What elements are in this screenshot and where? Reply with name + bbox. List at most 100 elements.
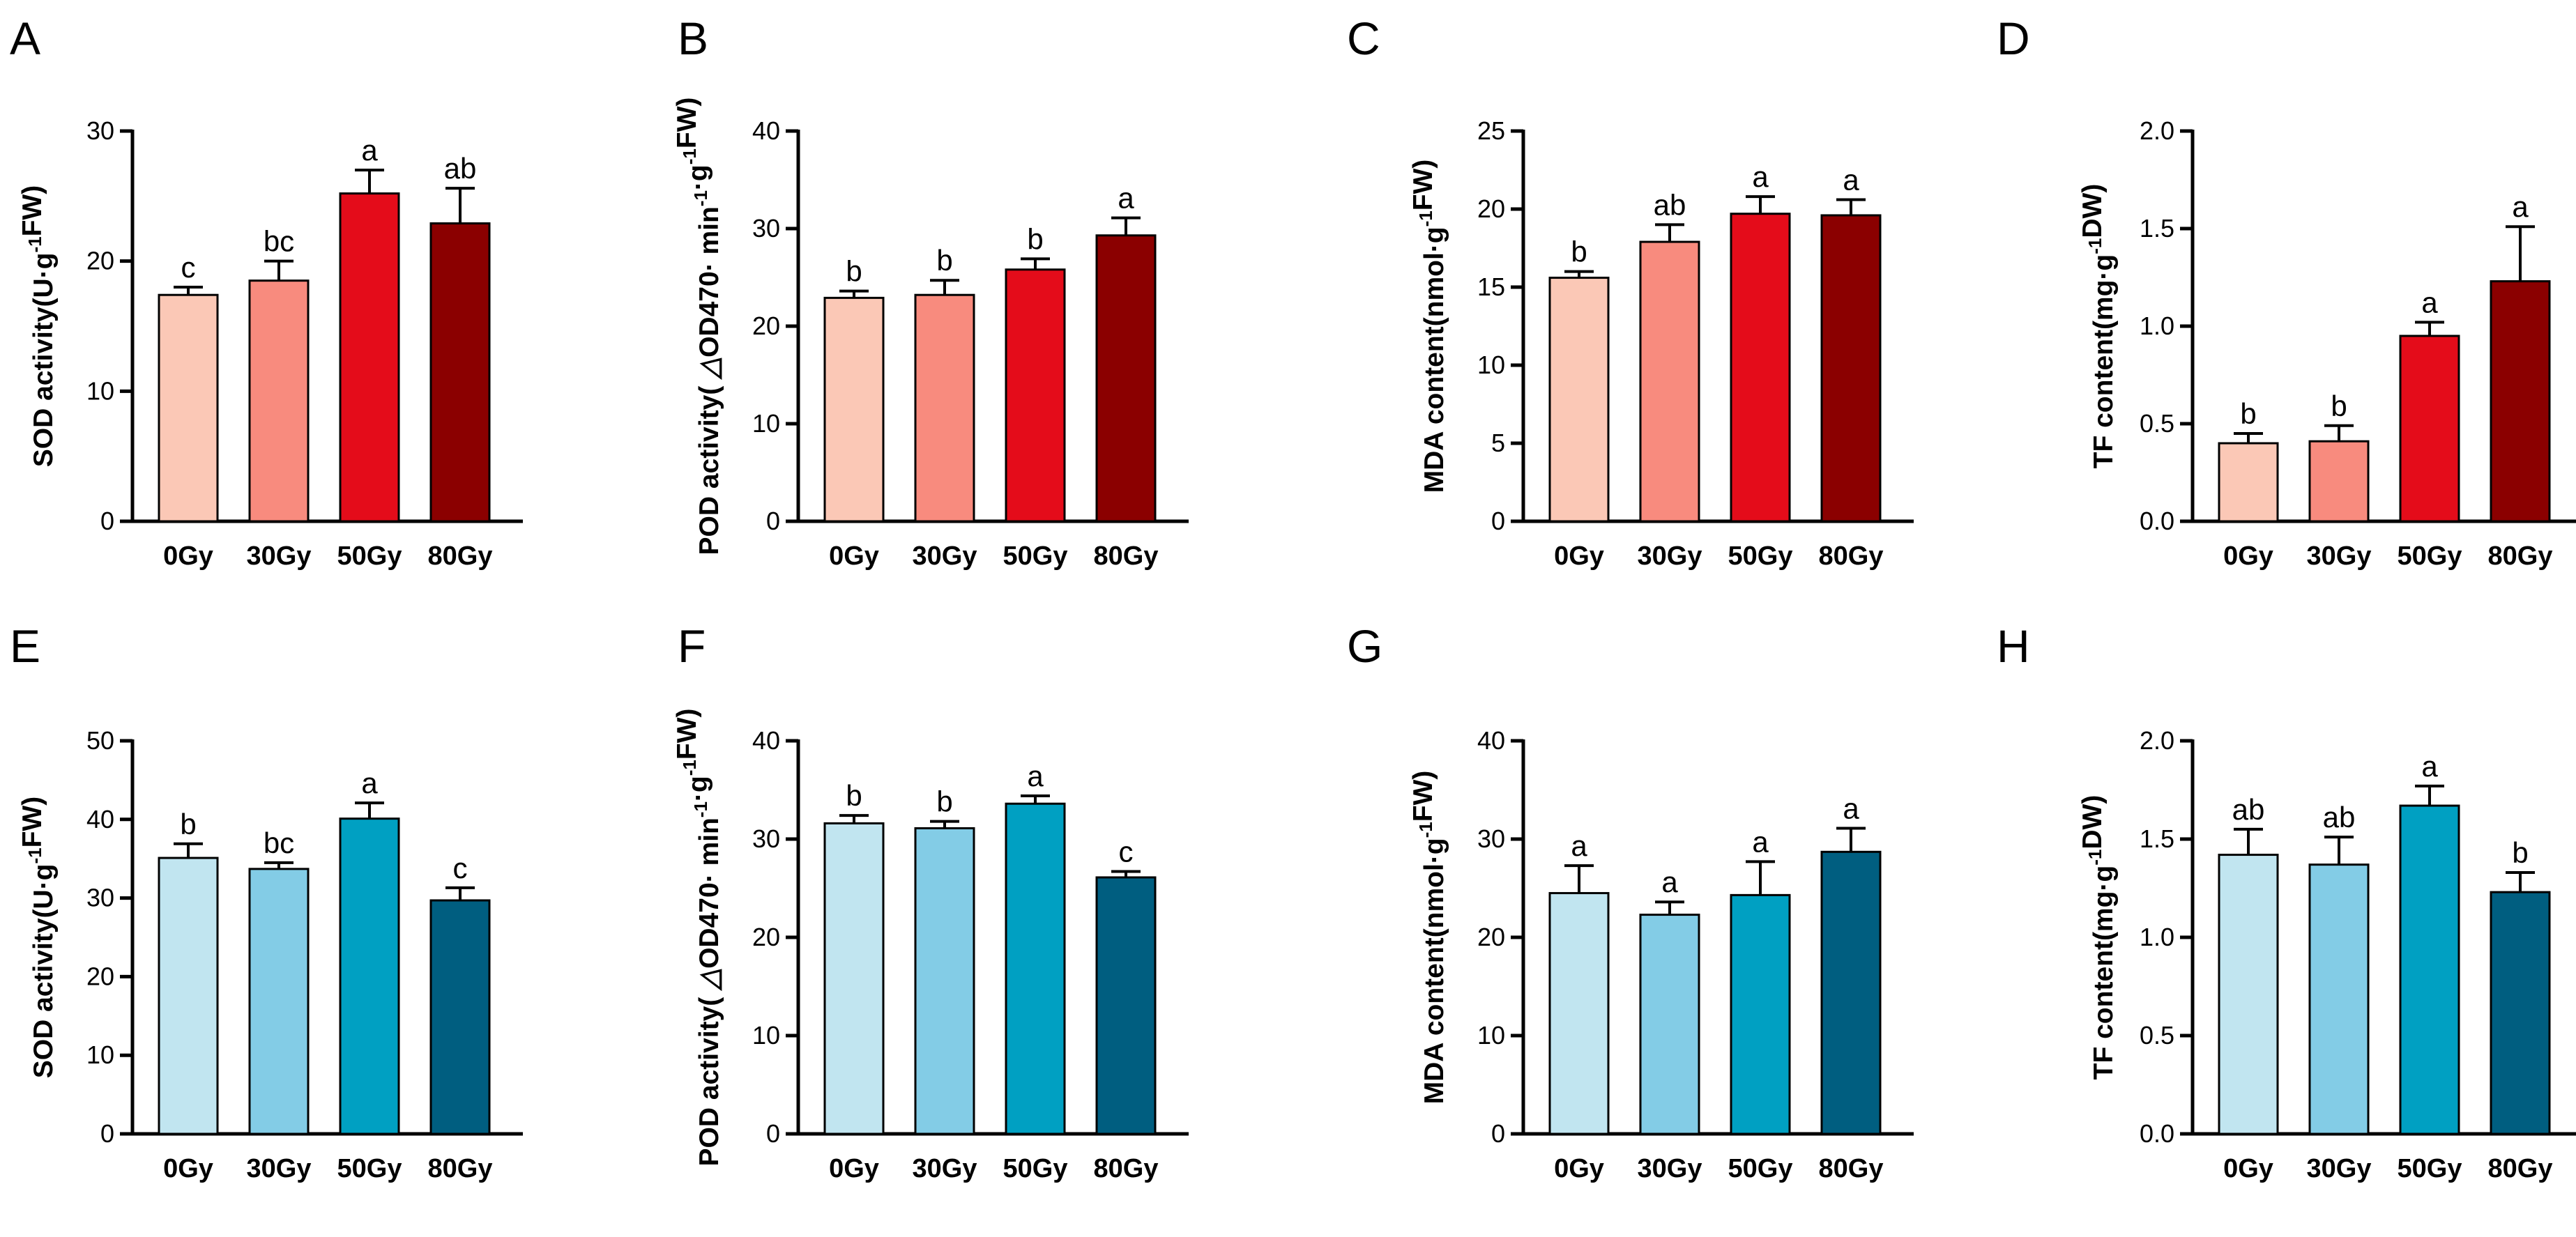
significance-label: b	[846, 779, 862, 812]
y-tick-label: 0.0	[2140, 1119, 2174, 1148]
x-tick-label: 0Gy	[2223, 541, 2273, 571]
x-tick-label: 0Gy	[163, 1154, 213, 1183]
panel-letter: F	[678, 620, 706, 672]
bar-80gy	[1820, 850, 1882, 1135]
x-tick-label: 30Gy	[913, 541, 977, 571]
x-tick-label: 80Gy	[1094, 541, 1159, 571]
significance-label: a	[1752, 160, 1769, 193]
x-tick-label: 30Gy	[247, 1154, 312, 1183]
bar-80gy	[1820, 214, 1882, 523]
bar-50gy	[339, 192, 400, 523]
y-tick-label: 1.0	[2140, 923, 2174, 951]
y-axis-label: SOD activity(U·g-1FW)	[17, 185, 59, 467]
x-tick-label: 0Gy	[829, 1154, 879, 1183]
y-tick-label: 1.0	[2140, 312, 2174, 340]
y-tick-label: 30	[752, 824, 780, 853]
chart-panel-c: C MDA content(nmol·g-1FW) 0 5 10 15 20 25 b 0Gy ab…	[1347, 13, 1914, 571]
significance-label: bc	[264, 827, 294, 859]
bar-50gy	[1005, 802, 1066, 1135]
x-tick-label: 50Gy	[1728, 1154, 1793, 1183]
significance-label: a	[1571, 829, 1587, 862]
x-tick-label: 50Gy	[1003, 541, 1068, 571]
bar-30gy	[914, 293, 975, 523]
significance-label: a	[1027, 760, 1044, 792]
x-tick-label: 30Gy	[2307, 541, 2372, 571]
significance-label: a	[1118, 182, 1134, 215]
bar-0gy	[2218, 854, 2279, 1135]
y-tick-label: 0	[766, 507, 780, 535]
significance-label: b	[936, 785, 952, 818]
bar-0gy	[823, 822, 885, 1135]
bar-0gy	[158, 293, 219, 523]
bar-80gy	[2490, 280, 2551, 523]
significance-label: b	[846, 255, 862, 288]
y-tick-label: 10	[86, 376, 114, 405]
significance-label: b	[2331, 390, 2347, 422]
significance-label: b	[180, 808, 196, 840]
significance-label: a	[2421, 286, 2438, 318]
bar-80gy	[429, 222, 491, 523]
y-tick-label: 0	[1491, 1119, 1505, 1148]
bar-0gy	[2218, 442, 2279, 523]
bar-50gy	[2399, 335, 2460, 523]
y-tick-label: 10	[1477, 1021, 1505, 1050]
y-tick-label: 30	[86, 116, 114, 145]
y-tick-label: 0.5	[2140, 1021, 2174, 1050]
chart-panel-b: B POD activity( △OD470· min-1·g-1FW) 0 10 20…	[672, 13, 1189, 571]
chart-panel-a: A SOD activity(U·g-1FW) 0 10 20 30 c 0Gy bc 30Gy a…	[10, 13, 523, 571]
y-tick-label: 40	[86, 805, 114, 833]
y-tick-label: 10	[86, 1040, 114, 1069]
significance-label: a	[361, 767, 378, 799]
significance-label: ab	[2232, 793, 2265, 826]
x-tick-label: 30Gy	[1638, 1154, 1702, 1183]
x-tick-label: 0Gy	[2223, 1154, 2273, 1183]
y-tick-label: 15	[1477, 272, 1505, 301]
y-tick-label: 10	[1477, 351, 1505, 379]
significance-label: a	[1752, 825, 1769, 858]
chart-panel-h: HTF content(mg·g-1DW)0.00.51.01.52.0ab0G…	[1997, 620, 2576, 1183]
x-tick-label: 0Gy	[829, 541, 879, 571]
significance-label: a	[1661, 866, 1678, 898]
x-tick-label: 80Gy	[1819, 541, 1884, 571]
panel-letter: D	[1997, 13, 2030, 64]
bar-50gy	[2399, 804, 2460, 1135]
significance-label: a	[1843, 792, 1859, 824]
bar-30gy	[248, 868, 310, 1135]
panel-letter: A	[10, 13, 40, 64]
chart-panel-f: F POD activity( △OD470· min-1·g-1FW) 0 10 20…	[672, 620, 1189, 1183]
bar-80gy	[429, 899, 491, 1135]
y-tick-label: 25	[1477, 116, 1505, 145]
y-tick-label: 20	[752, 923, 780, 951]
bar-80gy	[1095, 234, 1157, 523]
bar-30gy	[1639, 240, 1700, 523]
x-tick-label: 80Gy	[1094, 1154, 1159, 1183]
y-tick-label: 0.0	[2140, 507, 2174, 535]
x-tick-label: 80Gy	[428, 1154, 493, 1183]
y-tick-label: 2.0	[2140, 726, 2174, 755]
y-axis-label: MDA content(nmol·g-1FW)	[1408, 771, 1449, 1105]
significance-label: ab	[444, 152, 477, 185]
y-tick-label: 20	[1477, 194, 1505, 223]
bar-50gy	[339, 817, 400, 1135]
x-tick-label: 30Gy	[913, 1154, 977, 1183]
x-tick-label: 50Gy	[1728, 541, 1793, 571]
y-tick-label: 1.5	[2140, 214, 2174, 243]
significance-label: b	[936, 244, 952, 277]
x-tick-label: 0Gy	[163, 541, 213, 571]
bar-30gy	[914, 827, 975, 1135]
x-tick-label: 80Gy	[428, 541, 493, 571]
x-tick-label: 0Gy	[1554, 1154, 1604, 1183]
y-tick-label: 20	[86, 247, 114, 275]
panel-letter: B	[678, 13, 708, 64]
y-tick-label: 2.0	[2140, 116, 2174, 145]
y-tick-label: 10	[752, 1021, 780, 1050]
y-tick-label: 20	[1477, 923, 1505, 951]
x-tick-label: 30Gy	[1638, 541, 1702, 571]
significance-label: ab	[1654, 188, 1686, 221]
y-axis-label: TF content(mg·g-1DW)	[2078, 184, 2119, 469]
panel-letter: H	[1997, 620, 2030, 672]
significance-label: ab	[2323, 801, 2356, 833]
bar-30gy	[2308, 440, 2370, 523]
bar-30gy	[2308, 863, 2370, 1135]
x-tick-label: 0Gy	[1554, 541, 1604, 571]
